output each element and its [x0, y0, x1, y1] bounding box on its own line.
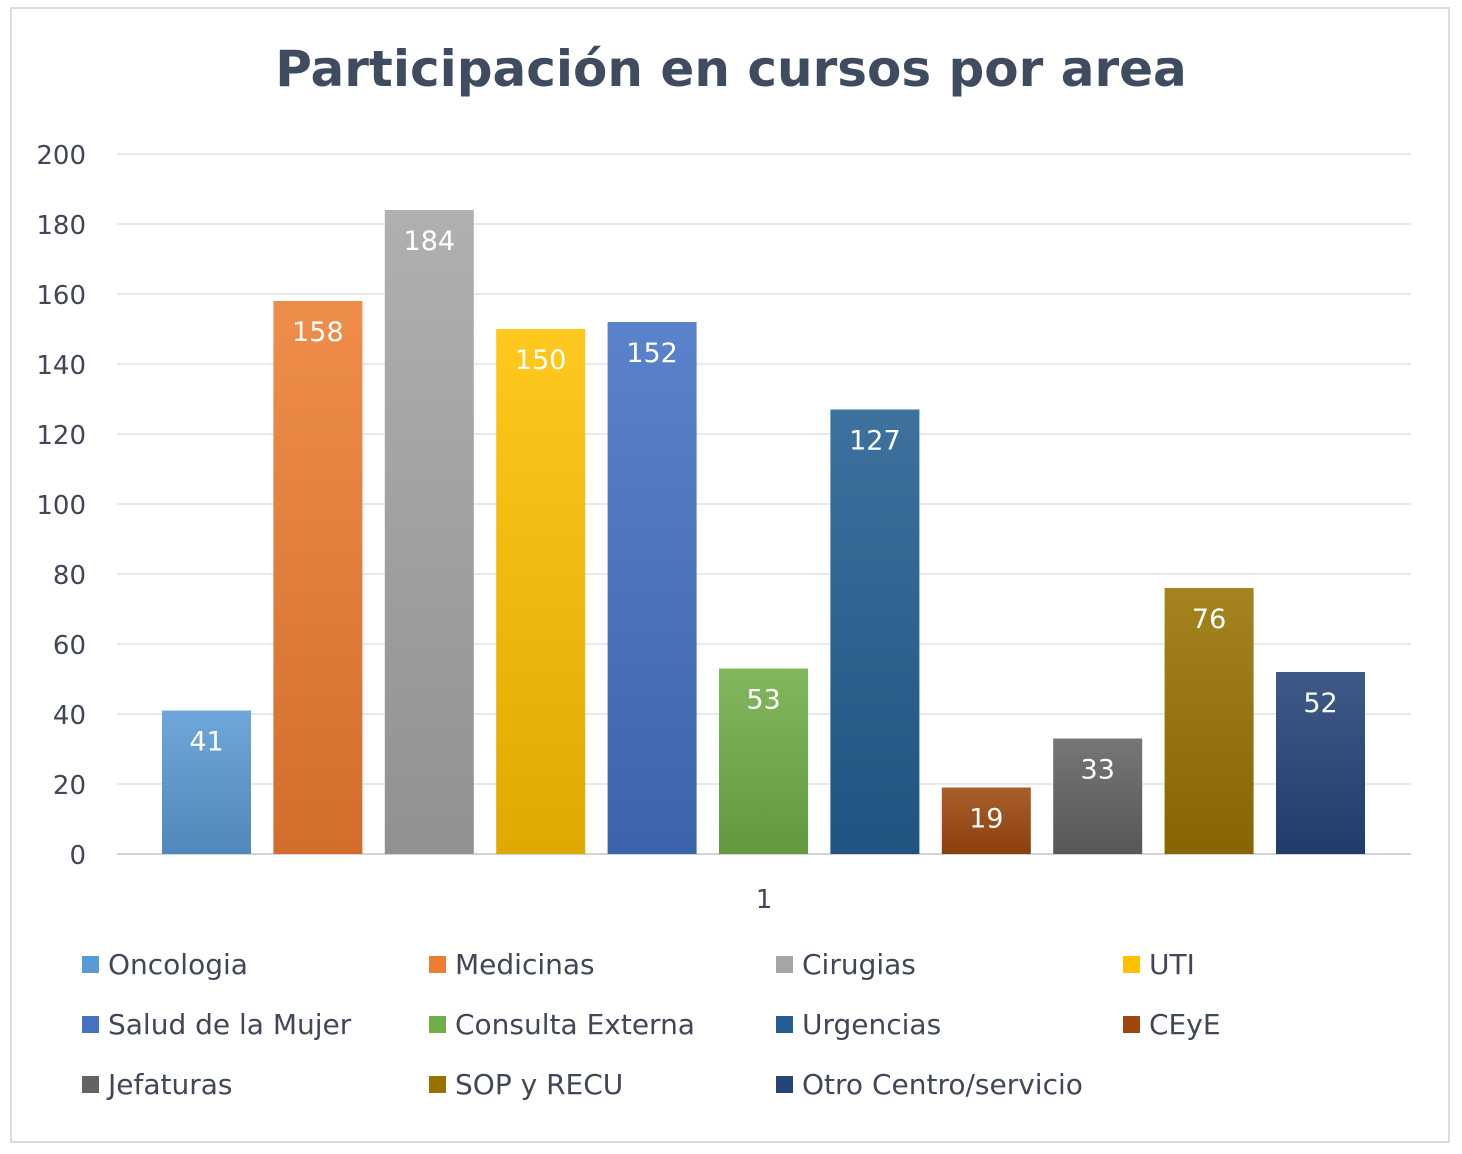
chart-title: Participación en cursos por area	[275, 40, 1187, 98]
legend-label: CEyE	[1149, 1008, 1221, 1041]
data-label: 150	[515, 345, 567, 376]
bar-urgencias	[830, 409, 920, 854]
legend-item: Cirugias	[776, 948, 916, 981]
y-tick-label: 80	[53, 561, 86, 591]
legend-item: Salud de la Mujer	[82, 1008, 351, 1041]
legend-label: Jefaturas	[108, 1068, 233, 1101]
legend-label: Salud de la Mujer	[108, 1008, 352, 1041]
legend-swatch	[429, 956, 446, 973]
legend-swatch	[82, 1076, 99, 1093]
legend-swatch	[429, 1016, 446, 1033]
data-label: 152	[626, 338, 678, 369]
legend-label: Consulta Externa	[455, 1008, 695, 1041]
bar-uti	[496, 329, 586, 854]
legend-swatch	[82, 1016, 99, 1033]
bar-otro-centro-servicio	[1276, 672, 1365, 854]
legend-label: Cirugias	[802, 948, 916, 981]
data-label: 53	[746, 685, 780, 716]
legend-swatch	[776, 956, 793, 973]
legend-label: Medicinas	[455, 948, 595, 981]
bar-sop-y-recu	[1164, 588, 1254, 854]
y-tick-label: 20	[53, 771, 86, 801]
legend-item: Urgencias	[776, 1008, 941, 1041]
legend-label: Otro Centro/servicio	[802, 1068, 1083, 1101]
legend-label: UTI	[1149, 948, 1195, 981]
bar-cirugias	[384, 210, 474, 854]
legend-item: UTI	[1123, 948, 1195, 981]
x-tick-label: 1	[756, 885, 773, 915]
data-label: 19	[969, 804, 1003, 835]
y-tick-label: 0	[69, 841, 86, 871]
chart-frame	[10, 7, 1450, 1143]
y-tick-label: 160	[36, 281, 86, 311]
legend-item: Jefaturas	[82, 1068, 232, 1101]
bar-ceye	[941, 787, 1031, 854]
bar-oncologia	[162, 710, 251, 854]
legend-swatch	[82, 956, 99, 973]
legend-item: Consulta Externa	[429, 1008, 695, 1041]
bar-salud-de-la-mujer	[607, 322, 697, 854]
bar-medicinas	[273, 301, 363, 854]
legend-item: Otro Centro/servicio	[776, 1068, 1083, 1101]
data-label: 33	[1081, 755, 1115, 786]
legend-item: Oncologia	[82, 948, 248, 981]
data-label: 158	[292, 317, 344, 348]
y-tick-label: 60	[53, 631, 86, 661]
legend-label: Oncologia	[108, 948, 248, 981]
legend-item: Medicinas	[429, 948, 595, 981]
data-label: 184	[404, 226, 456, 257]
bar-consulta-externa	[719, 668, 808, 854]
legend-swatch	[429, 1076, 446, 1093]
data-label: 41	[189, 727, 223, 758]
data-label: 127	[849, 426, 901, 457]
legend-swatch	[1123, 1016, 1140, 1033]
legend-label: SOP y RECU	[455, 1068, 624, 1101]
y-tick-label: 200	[36, 141, 86, 171]
data-label: 76	[1192, 604, 1226, 635]
y-tick-label: 40	[53, 701, 86, 731]
legend-label: Urgencias	[802, 1008, 942, 1041]
y-tick-label: 180	[36, 211, 86, 241]
y-tick-label: 100	[36, 491, 86, 521]
legend-item: SOP y RECU	[429, 1068, 623, 1101]
legend-swatch	[1123, 956, 1140, 973]
legend-swatch	[776, 1016, 793, 1033]
y-tick-label: 140	[36, 351, 86, 381]
legend-item: CEyE	[1123, 1008, 1221, 1041]
bar-jefaturas	[1053, 738, 1143, 854]
legend-swatch	[776, 1076, 793, 1093]
y-tick-label: 120	[36, 421, 86, 451]
data-label: 52	[1303, 688, 1337, 719]
